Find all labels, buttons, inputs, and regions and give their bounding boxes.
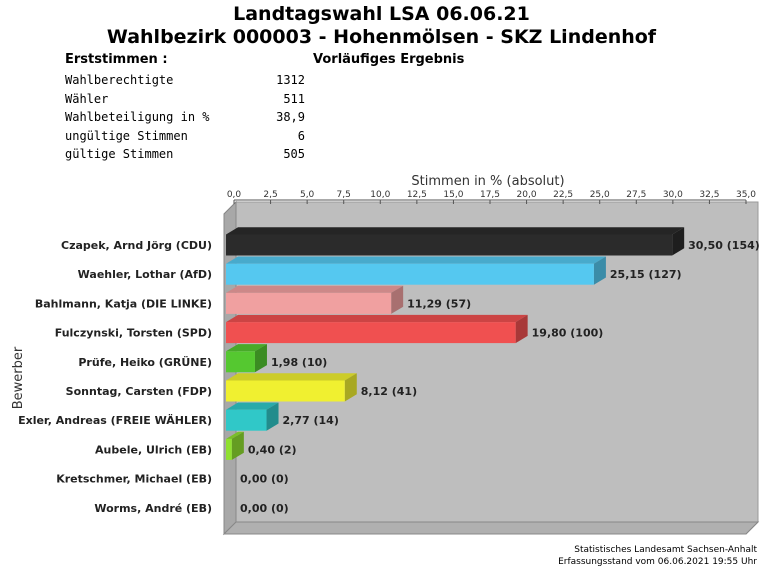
category-label: Sonntag, Carsten (FDP) — [66, 385, 212, 398]
bar: 19,80 (100) — [226, 314, 604, 344]
plot-floor — [222, 521, 760, 535]
category-label: Prüfe, Heiko (GRÜNE) — [78, 355, 212, 369]
bar-top — [226, 227, 685, 235]
category-label: Waehler, Lothar (AfD) — [78, 268, 212, 281]
bar-top — [226, 256, 606, 264]
x-tick-label: 0,0 — [227, 190, 242, 200]
bars: 30,50 (154) 25,15 (127) 11,29 (57) 19,80 (1… — [226, 227, 760, 515]
x-tick-label: 32,5 — [699, 190, 719, 200]
x-axis-label: Stimmen in % (absolut) — [411, 174, 564, 189]
x-tick-label: 10,0 — [370, 190, 390, 200]
category-label: Aubele, Ulrich (EB) — [95, 443, 212, 456]
stat-value: 505 — [283, 147, 305, 161]
data-label: 2,77 (14) — [283, 414, 339, 427]
x-tick-label: 5,0 — [300, 190, 315, 200]
bar: 11,29 (57) — [226, 285, 471, 314]
stat-value: 1312 — [276, 73, 305, 87]
bar-side — [593, 256, 606, 285]
bar: 0,00 (0) — [240, 502, 289, 515]
data-label: 25,15 (127) — [610, 268, 682, 281]
data-label: 0,00 (0) — [240, 473, 289, 486]
bar-top — [226, 314, 528, 323]
bar: 25,15 (127) — [226, 256, 682, 285]
stat-label: gültige Stimmen — [65, 147, 174, 161]
bar-side — [254, 344, 267, 373]
bar-side — [266, 402, 279, 431]
bar-top — [226, 344, 267, 352]
bar-front — [226, 234, 673, 256]
x-tick-label: 30,0 — [663, 190, 683, 200]
bar-side — [672, 227, 685, 256]
category-label: Czapek, Arnd Jörg (CDU) — [61, 239, 212, 252]
x-tick-label: 17,5 — [480, 190, 500, 200]
chart-title: Landtagswahl LSA 06.06.21 — [233, 3, 530, 25]
bar-front — [226, 438, 232, 460]
stat-value: 38,9 — [276, 110, 305, 124]
stat-label: Wahlberechtigte — [65, 73, 174, 87]
footer-timestamp: Erfassungsstand vom 06.06.2021 19:55 Uhr — [558, 557, 757, 567]
category-label: Kretschmer, Michael (EB) — [56, 473, 212, 486]
stat-label: Wähler — [65, 91, 109, 106]
x-tick-label: 12,5 — [407, 190, 427, 200]
bar-front — [226, 292, 392, 314]
bar-side — [231, 431, 244, 460]
data-label: 8,12 (41) — [361, 385, 417, 398]
category-label: Fulczynski, Torsten (SPD) — [55, 327, 212, 340]
chart-subtitle: Wahlbezirk 000003 - Hohenmölsen - SKZ Li… — [106, 26, 657, 48]
bar-front — [226, 351, 255, 373]
x-tick-label: 15,0 — [443, 190, 463, 200]
bar-top — [226, 431, 244, 439]
bar-front — [226, 380, 345, 402]
category-label: Bahlmann, Katja (DIE LINKE) — [35, 297, 212, 310]
data-label: 11,29 (57) — [407, 297, 471, 310]
data-label: 0,00 (0) — [240, 502, 289, 515]
category-label: Exler, Andreas (FREIE WÄHLER) — [18, 413, 212, 427]
bar-front — [226, 322, 516, 344]
data-label: 1,98 (10) — [271, 356, 327, 369]
bar: 8,12 (41) — [226, 373, 417, 402]
category-labels: Czapek, Arnd Jörg (CDU) Waehler, Lothar (… — [18, 239, 212, 515]
data-label: 19,80 (100) — [532, 327, 604, 340]
data-label: 0,40 (2) — [248, 443, 297, 456]
bar-side — [515, 314, 528, 344]
x-tick-label: 35,0 — [736, 190, 756, 200]
bar: 1,98 (10) — [226, 344, 327, 373]
category-label: Worms, André (EB) — [94, 502, 212, 515]
footer-source: Statistisches Landesamt Sachsen-Anhalt — [574, 545, 757, 555]
stat-value: 6 — [297, 128, 305, 143]
x-tick-label: 25,0 — [590, 190, 610, 200]
stat-value: 511 — [283, 91, 305, 106]
y-axis-label: Bewerber — [11, 346, 26, 409]
stat-label: Wahlbeteiligung in % — [65, 110, 210, 124]
bar-top — [226, 285, 404, 293]
data-label: 30,50 (154) — [688, 239, 760, 252]
stat-label: ungültige Stimmen — [65, 128, 188, 143]
bar-side — [391, 285, 404, 314]
x-tick-label: 27,5 — [626, 190, 646, 200]
status-label: Vorläufiges Ergebnis — [313, 52, 465, 67]
bar-top — [226, 402, 279, 410]
bar: 30,50 (154) — [226, 227, 760, 256]
bar-front — [226, 263, 594, 285]
bar: 0,00 (0) — [240, 473, 289, 486]
x-tick-label: 7,5 — [337, 190, 351, 200]
bar: 0,40 (2) — [226, 431, 297, 460]
x-tick-label: 2,5 — [263, 190, 277, 200]
x-tick-label: 20,0 — [517, 190, 537, 200]
bar: 2,77 (14) — [226, 402, 339, 431]
section-label: Erststimmen : — [65, 52, 168, 67]
x-tick-label: 22,5 — [553, 190, 573, 200]
bar-side — [344, 373, 357, 402]
bar-top — [226, 373, 357, 381]
x-axis: 0,0 2,5 5,0 7,5 10,0 12,5 15,0 17,5 20,0 22,5 25,0… — [227, 190, 756, 204]
bar-front — [226, 409, 267, 431]
